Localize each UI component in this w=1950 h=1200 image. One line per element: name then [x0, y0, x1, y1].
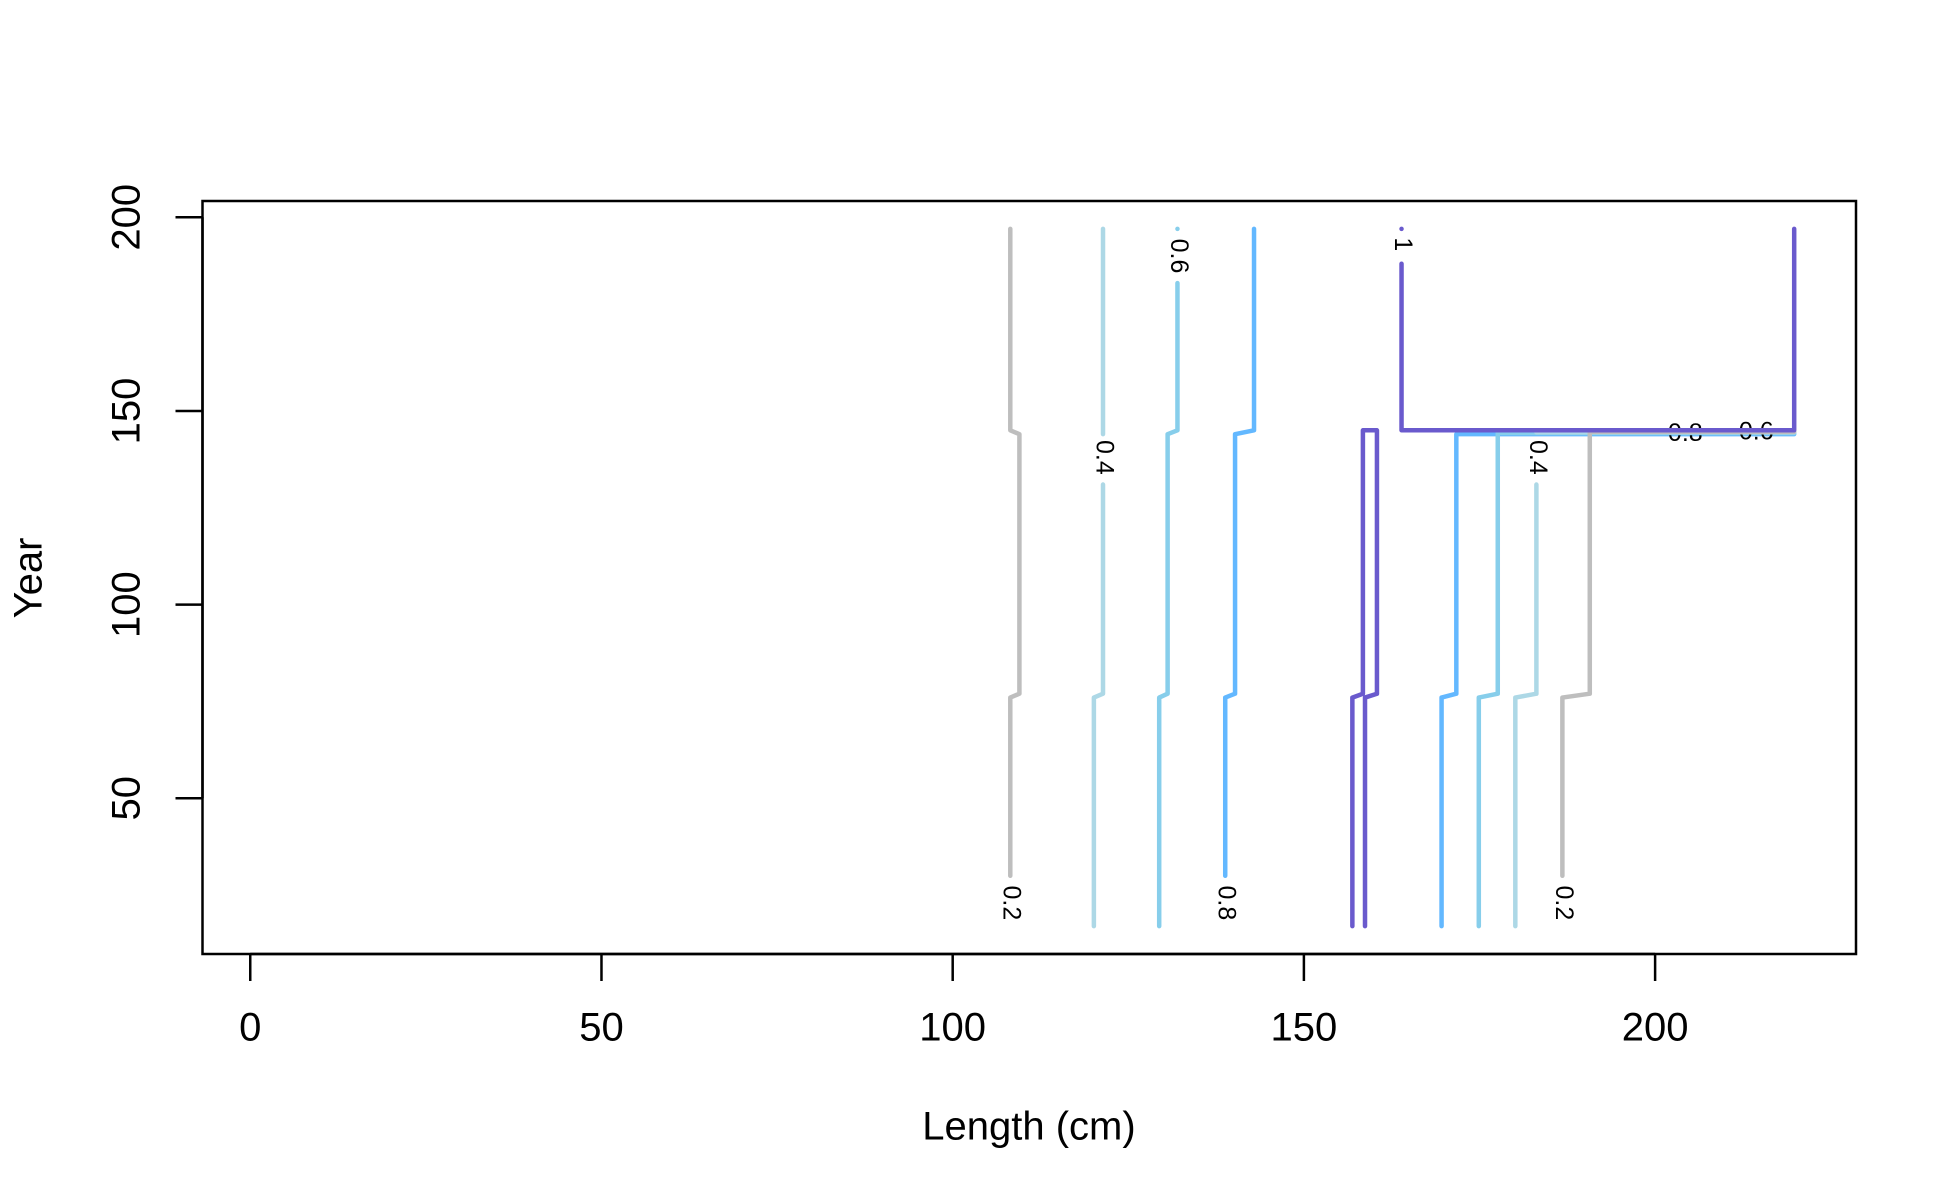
contour-label: 0.8 [1213, 885, 1241, 920]
y-tick-label: 100 [105, 571, 149, 638]
x-tick-label: 100 [919, 1006, 986, 1050]
contour-line [1156, 226, 1180, 929]
x-tick-label: 150 [1271, 1006, 1338, 1050]
contour-line [1222, 226, 1257, 879]
y-tick-label: 50 [105, 776, 149, 821]
contour-line [1513, 429, 1797, 929]
contour-line [1091, 226, 1106, 929]
contour-label: 0.2 [1550, 885, 1578, 920]
contour-line [1560, 429, 1797, 879]
contour-label: 1 [1389, 237, 1417, 251]
y-tick-label: 150 [105, 378, 149, 445]
contour-line [1399, 226, 1797, 433]
y-tick-label: 200 [105, 184, 149, 251]
plot-frame [201, 199, 1858, 956]
contour-label: 0.2 [998, 885, 1026, 920]
x-tick-label: 50 [579, 1006, 624, 1050]
contour-label: 0.6 [1165, 239, 1193, 274]
contour-line [1439, 431, 1797, 929]
contour-label: 0.4 [1524, 440, 1552, 475]
y-axis-title: Year [7, 538, 51, 619]
x-tick-label: 0 [239, 1006, 261, 1050]
contour-label: 0.4 [1090, 440, 1118, 475]
x-axis-title: Length (cm) [922, 1105, 1135, 1149]
contour-line [1476, 430, 1797, 929]
contour-line [1008, 226, 1022, 879]
x-tick-label: 200 [1622, 1006, 1689, 1050]
contour-line [1350, 428, 1380, 929]
